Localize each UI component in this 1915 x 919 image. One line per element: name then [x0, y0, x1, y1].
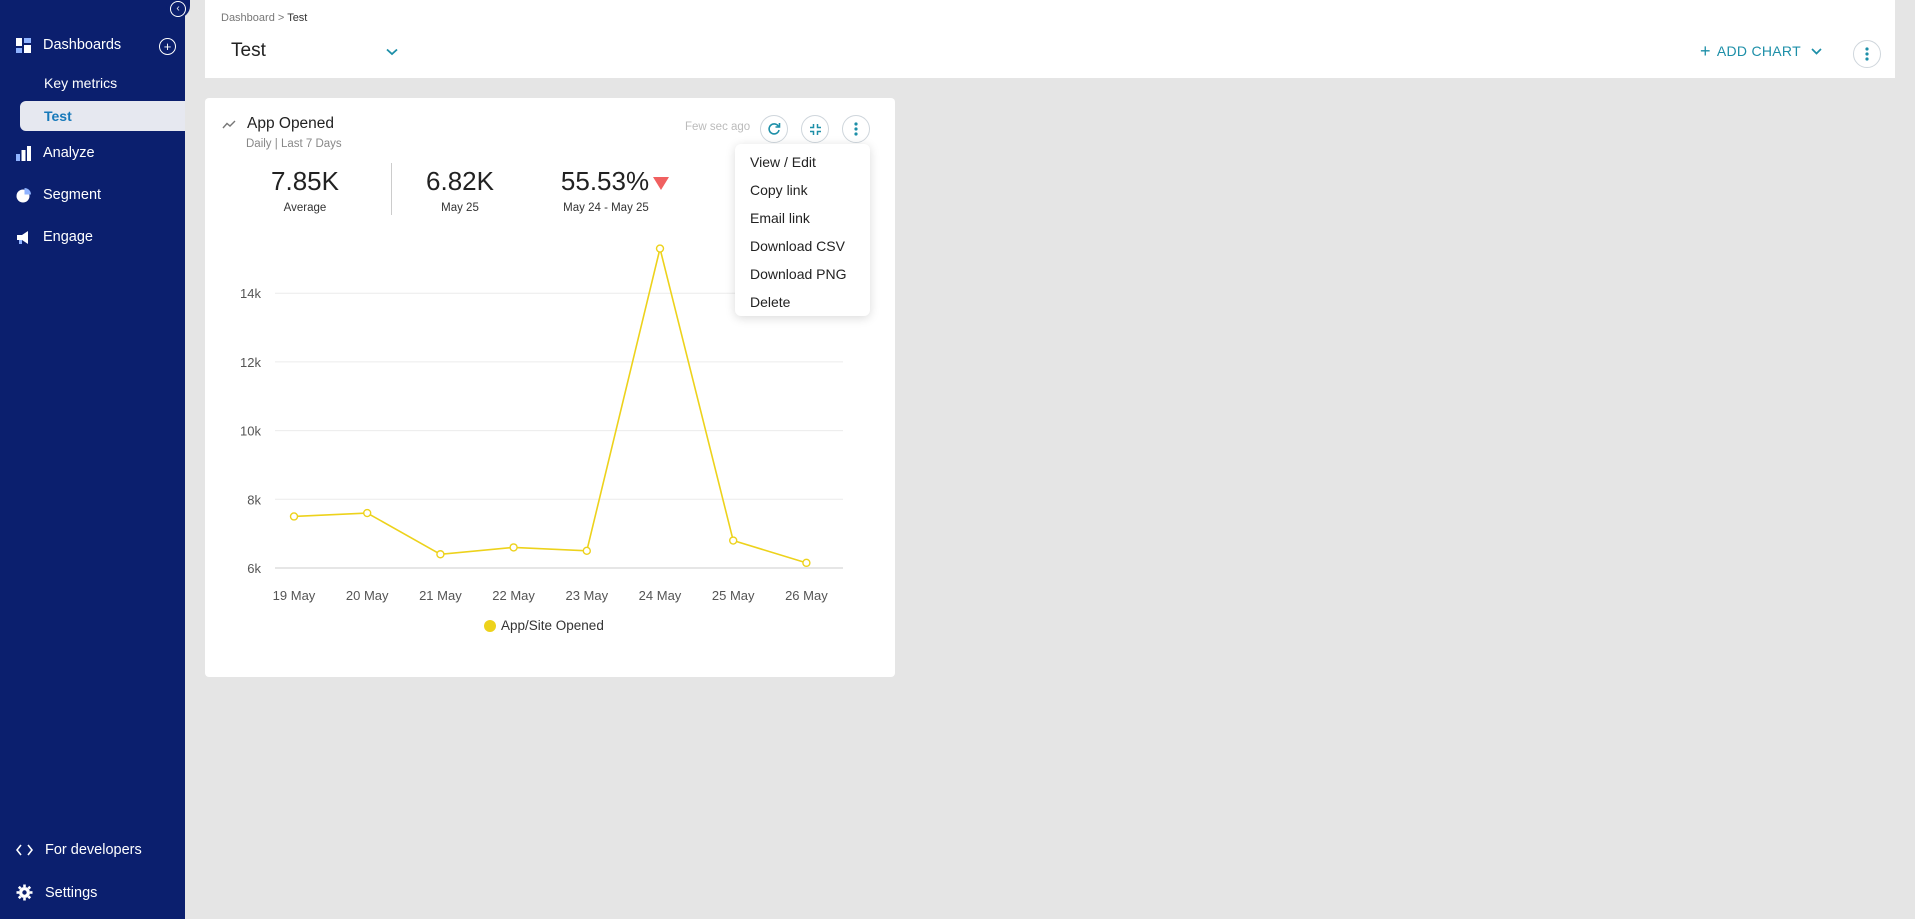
stat-value: 55.53% [560, 166, 650, 196]
chart-legend[interactable]: App/Site Opened [484, 618, 604, 633]
trend-line-icon [222, 120, 236, 129]
line-chart: 14k 12k 10k 8k 6k 19 May 20 May 21 May 22 May 23 … [240, 244, 843, 603]
card-context-menu: View / Edit Copy link Email link Download C… [735, 144, 870, 316]
stat-average: 7.85K Average [255, 168, 355, 214]
sidebar-item-label: Settings [45, 884, 98, 901]
dashboard-icon [16, 37, 31, 53]
data-point[interactable] [436, 550, 445, 559]
y-tick-label: 6k [247, 561, 261, 576]
legend-label: App/Site Opened [501, 618, 604, 633]
data-point[interactable] [509, 543, 518, 552]
plus-icon: + [1700, 41, 1711, 61]
sidebar-item-label: For developers [45, 842, 142, 858]
sidebar-item-label: Dashboards [43, 37, 122, 53]
gear-icon [16, 884, 33, 901]
stat-label: May 25 [441, 202, 479, 214]
last-updated-text: Few sec ago [685, 121, 751, 133]
menu-item-delete[interactable]: Delete [750, 294, 791, 310]
chevron-down-icon [1811, 47, 1822, 55]
y-tick-label: 8k [247, 492, 261, 507]
code-icon [16, 844, 33, 856]
x-tick-label: 19 May [273, 588, 316, 603]
card-title[interactable]: App Opened [247, 115, 335, 132]
stat-value: 7.85K [271, 166, 339, 196]
sidebar-item-label: Analyze [43, 145, 95, 161]
sidebar-subitem-label: Key metrics [44, 75, 118, 91]
stat-value: 6.82K [426, 166, 494, 196]
x-tick-label: 24 May [639, 588, 682, 603]
menu-item-copy-link[interactable]: Copy link [750, 182, 808, 198]
card-subtitle: Daily | Last 7 Days [246, 138, 342, 150]
page-header: Dashboard > Test Test + ADD CHART [205, 0, 1895, 78]
sidebar-item-segment[interactable]: Segment [16, 187, 101, 203]
x-tick-label: 25 May [712, 588, 755, 603]
data-point[interactable] [582, 546, 591, 556]
minimize-icon [809, 123, 821, 135]
stat-latest: 6.82K May 25 [410, 168, 510, 214]
x-tick-label: 21 May [419, 588, 462, 603]
more-vertical-icon [854, 122, 858, 136]
menu-item-download-csv[interactable]: Download CSV [750, 238, 845, 254]
megaphone-icon [17, 230, 28, 244]
breadcrumb-separator: > [277, 12, 285, 24]
sidebar-subitem-key-metrics[interactable]: Key metrics [20, 68, 185, 98]
sidebar-item-for-developers[interactable]: For developers [16, 842, 142, 858]
add-chart-label: ADD CHART [1716, 43, 1801, 59]
data-point[interactable] [289, 512, 299, 521]
refresh-button[interactable] [760, 115, 788, 143]
sidebar-item-label: Engage [43, 229, 93, 245]
sidebar: ‹ Dashboards + Key metrics Test Analyze … [0, 0, 190, 919]
menu-item-download-png[interactable]: Download PNG [750, 266, 847, 282]
menu-item-view-edit[interactable]: View / Edit [750, 154, 816, 170]
stat-label: May 24 - May 25 [563, 202, 649, 214]
more-vertical-icon [1865, 47, 1869, 61]
bar-chart-icon [16, 145, 31, 161]
add-chart-button[interactable]: + ADD CHART [1700, 42, 1822, 60]
sidebar-subitem-test[interactable]: Test [20, 101, 185, 131]
sidebar-item-dashboards[interactable]: Dashboards [16, 37, 121, 53]
sidebar-item-settings[interactable]: Settings [16, 884, 97, 901]
legend-swatch [484, 619, 496, 632]
dashboard-select-chevron-down-icon[interactable] [386, 43, 398, 61]
card-more-button[interactable] [842, 115, 870, 143]
pie-chart-icon [16, 187, 31, 202]
stat-divider [391, 163, 392, 215]
data-point[interactable] [362, 508, 372, 518]
stat-label: Average [283, 202, 327, 214]
page-title: Test [231, 40, 266, 61]
collapse-button[interactable] [801, 115, 829, 143]
x-tick-label: 23 May [565, 588, 608, 603]
sidebar-subitem-label: Test [44, 108, 72, 124]
series-line [293, 248, 807, 564]
x-tick-label: 20 May [346, 588, 389, 603]
stat-change: 55.53% May 24 - May 25 [550, 168, 680, 214]
collapse-sidebar-button[interactable]: ‹ [166, 0, 190, 18]
breadcrumb-current: Test [287, 12, 308, 24]
sidebar-item-engage[interactable]: Engage [16, 229, 93, 245]
x-tick-label: 26 May [785, 588, 828, 603]
data-point[interactable] [729, 536, 738, 545]
chevron-left-icon: ‹ [170, 1, 186, 17]
refresh-icon [768, 123, 781, 135]
sidebar-item-label: Segment [43, 187, 102, 203]
add-dashboard-icon[interactable]: + [159, 38, 176, 55]
data-point[interactable] [802, 558, 811, 568]
data-point[interactable] [655, 244, 665, 253]
dashboard-more-button[interactable] [1853, 40, 1881, 68]
breadcrumb-root[interactable]: Dashboard [221, 12, 275, 24]
y-tick-label: 10k [240, 424, 261, 439]
x-tick-label: 22 May [492, 588, 535, 603]
breadcrumb: Dashboard > Test [221, 12, 307, 24]
sidebar-item-analyze[interactable]: Analyze [16, 145, 95, 161]
menu-item-email-link[interactable]: Email link [750, 210, 810, 226]
trend-down-icon [653, 176, 670, 190]
y-tick-label: 14k [240, 286, 261, 301]
y-tick-label: 12k [240, 355, 261, 370]
